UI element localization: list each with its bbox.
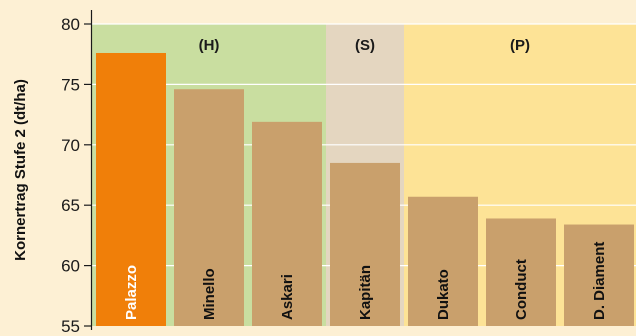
y-tick-label: 65 (61, 196, 80, 215)
y-tick-label: 60 (61, 257, 80, 276)
category-label: Dukato (435, 269, 452, 320)
bar (408, 196, 478, 326)
bar (174, 89, 244, 327)
labels: (H) (S) (P) Palazzo Minello Askari Kapitän Duka… (123, 37, 608, 320)
category-label: Askari (279, 274, 296, 320)
category-label: Minello (201, 268, 218, 320)
bar (96, 52, 166, 326)
group-label: (S) (355, 37, 375, 54)
y-axis: 55 60 65 70 75 80 (61, 10, 93, 336)
y-tick-label: 55 (61, 317, 80, 336)
category-label: Palazzo (123, 265, 140, 320)
category-label: Conduct (513, 259, 530, 320)
y-tick-label: 75 (61, 75, 80, 94)
group-label: (P) (510, 37, 530, 54)
bar (330, 162, 400, 326)
category-label: Kapitän (357, 265, 374, 320)
bar (252, 121, 322, 327)
group-label: (H) (199, 37, 220, 54)
category-label: D. Diament (591, 242, 608, 320)
bar (486, 218, 556, 326)
bar (564, 224, 634, 326)
y-tick-label: 70 (61, 136, 80, 155)
y-axis-label: Kornertrag Stufe 2 (dt/ha) (12, 79, 29, 261)
y-tick-label: 80 (61, 15, 80, 34)
bars (96, 52, 634, 327)
